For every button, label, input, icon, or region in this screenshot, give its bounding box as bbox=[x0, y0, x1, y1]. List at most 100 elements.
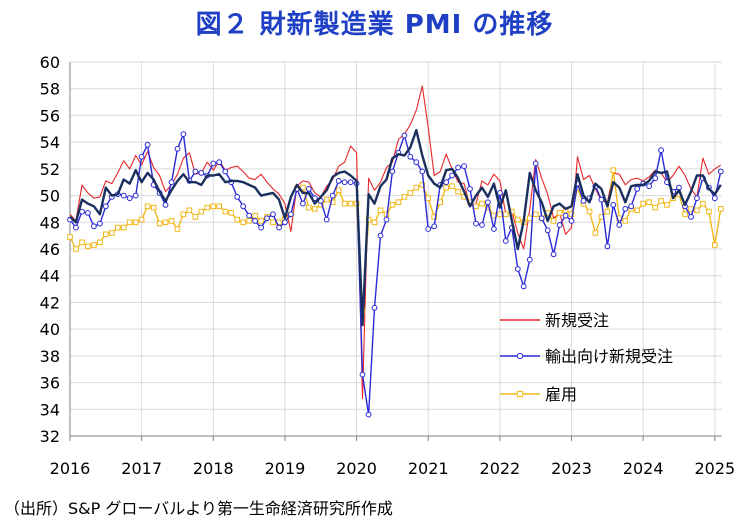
legend-marker bbox=[516, 352, 524, 360]
data-point bbox=[407, 153, 414, 160]
data-point bbox=[180, 131, 187, 138]
data-point bbox=[91, 242, 97, 248]
data-point bbox=[586, 208, 593, 215]
data-point bbox=[312, 206, 318, 212]
data-point bbox=[168, 179, 175, 186]
data-point bbox=[449, 172, 456, 179]
y-tick-label: 50 bbox=[40, 187, 60, 206]
series-group bbox=[67, 85, 724, 418]
data-point bbox=[497, 190, 503, 196]
data-point bbox=[144, 203, 151, 210]
data-point bbox=[419, 168, 426, 175]
y-tick-label: 48 bbox=[40, 213, 60, 232]
data-point bbox=[467, 186, 473, 192]
data-point bbox=[264, 215, 270, 222]
data-point bbox=[550, 251, 557, 258]
data-point bbox=[514, 266, 521, 272]
data-point bbox=[156, 220, 163, 227]
data-point bbox=[132, 192, 139, 199]
data-point bbox=[592, 230, 599, 236]
data-point bbox=[300, 184, 306, 191]
data-point bbox=[240, 203, 247, 210]
data-point bbox=[180, 211, 187, 218]
y-tick-label: 40 bbox=[40, 320, 60, 339]
data-point bbox=[270, 219, 276, 226]
y-tick-labels: 32 34 36 38 40 42 44 46 48 50 52 54 56 58 60 bbox=[40, 53, 60, 446]
data-point bbox=[640, 200, 647, 207]
data-point bbox=[550, 218, 557, 224]
data-point bbox=[258, 224, 265, 231]
data-point bbox=[73, 224, 79, 231]
data-point bbox=[425, 195, 431, 201]
data-point bbox=[634, 207, 641, 214]
data-point bbox=[222, 208, 229, 215]
y-tick-label: 32 bbox=[40, 427, 60, 446]
legend-label: 輸出向け新規受注 bbox=[545, 347, 673, 366]
data-point bbox=[252, 212, 258, 219]
y-tick-label: 46 bbox=[40, 240, 60, 259]
data-point bbox=[413, 159, 420, 166]
data-point bbox=[419, 182, 426, 188]
data-point bbox=[120, 224, 127, 231]
data-point bbox=[246, 212, 253, 219]
x-tick-labels: 2016 2017 2018 2019 2020 2021 2022 2023 2024 2025 bbox=[50, 459, 736, 478]
data-point bbox=[413, 184, 420, 191]
data-point bbox=[532, 211, 539, 218]
data-point bbox=[610, 167, 617, 173]
data-point bbox=[174, 145, 181, 152]
data-point bbox=[473, 220, 479, 227]
data-point bbox=[604, 208, 611, 215]
data-point bbox=[389, 202, 396, 208]
data-point bbox=[455, 188, 461, 195]
data-point bbox=[634, 186, 641, 192]
data-point bbox=[556, 222, 563, 228]
data-point bbox=[520, 283, 527, 290]
data-point bbox=[717, 168, 724, 175]
data-point bbox=[192, 168, 199, 175]
x-tick-label: 2016 bbox=[50, 459, 91, 478]
data-point bbox=[132, 219, 139, 226]
data-point bbox=[144, 141, 151, 148]
data-point bbox=[150, 204, 157, 211]
data-point bbox=[604, 243, 611, 250]
data-point bbox=[628, 203, 635, 210]
data-point bbox=[688, 214, 694, 220]
data-point bbox=[431, 223, 438, 230]
data-point bbox=[126, 195, 133, 202]
data-point bbox=[323, 196, 330, 203]
data-point bbox=[240, 219, 246, 226]
data-point bbox=[174, 226, 181, 232]
data-point bbox=[491, 226, 497, 232]
data-point bbox=[664, 202, 670, 208]
data-point bbox=[115, 224, 121, 231]
data-point bbox=[198, 170, 205, 176]
x-tick-label: 2023 bbox=[551, 459, 592, 478]
data-point bbox=[276, 224, 282, 231]
data-point bbox=[216, 203, 222, 210]
data-point bbox=[658, 147, 664, 154]
data-point bbox=[443, 184, 449, 191]
x-tick-label: 2018 bbox=[193, 459, 234, 478]
data-point bbox=[544, 227, 551, 234]
data-point bbox=[91, 223, 97, 230]
data-point bbox=[138, 153, 145, 160]
data-point bbox=[556, 210, 563, 216]
data-point bbox=[306, 204, 312, 211]
axes bbox=[69, 62, 722, 441]
x-tick-label: 2019 bbox=[265, 459, 306, 478]
legend-label: 雇用 bbox=[545, 385, 577, 404]
data-point bbox=[711, 195, 718, 202]
y-tick-label: 38 bbox=[40, 347, 60, 366]
data-point bbox=[622, 206, 629, 212]
data-point bbox=[300, 200, 306, 207]
data-point bbox=[168, 218, 175, 224]
data-point bbox=[598, 196, 605, 203]
data-point bbox=[162, 202, 169, 208]
data-point bbox=[401, 132, 408, 139]
data-point bbox=[120, 192, 127, 199]
data-point bbox=[694, 195, 700, 202]
chart-title: 図２ 財新製造業 PMI の推移 bbox=[195, 10, 554, 40]
data-point bbox=[305, 186, 312, 192]
